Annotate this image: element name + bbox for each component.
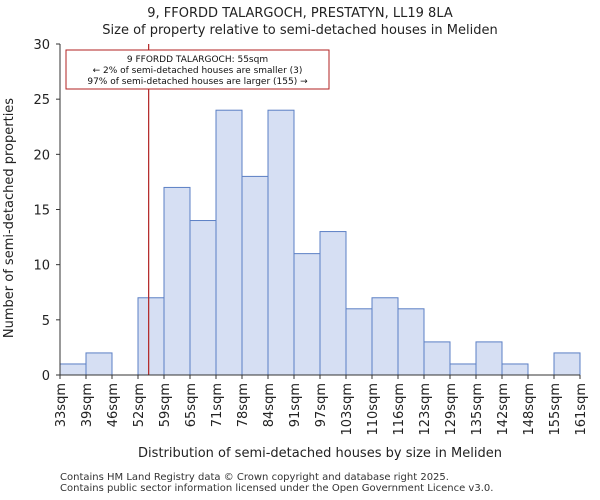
bar-142sqm [501, 363, 529, 376]
bar-103sqm [345, 308, 373, 376]
bar-91sqm [293, 253, 321, 376]
y-axis-label: Number of semi-detached properties [2, 98, 17, 338]
annotation-line-3: 97% of semi-detached houses are larger (… [87, 77, 308, 87]
x-tick-label: 110sqm [366, 383, 381, 436]
x-tick-label: 59sqm [158, 383, 173, 427]
x-tick-label: 123sqm [418, 383, 433, 436]
bars-group [59, 109, 581, 376]
chart-subtitle: Size of property relative to semi-detach… [102, 23, 497, 38]
y-tick-label: 10 [33, 259, 50, 274]
bar-65sqm [189, 220, 217, 376]
footer-attribution-1: Contains HM Land Registry data © Crown c… [60, 472, 449, 483]
bar-116sqm [397, 308, 425, 376]
x-tick-label: 161sqm [574, 383, 589, 436]
x-tick-label: 46sqm [106, 383, 121, 427]
y-tick-label: 20 [33, 148, 50, 163]
bar-135sqm [475, 341, 503, 376]
annotation-line-2: ← 2% of semi-detached houses are smaller… [93, 66, 303, 76]
y-tick-label: 0 [42, 369, 50, 384]
x-tick-label: 52sqm [132, 383, 147, 427]
footer-attribution-2: Contains public sector information licen… [60, 483, 494, 494]
y-tick-label: 5 [42, 314, 50, 329]
x-tick-label: 155sqm [548, 383, 563, 436]
x-tick-label: 33sqm [54, 383, 69, 427]
bar-155sqm [553, 352, 581, 376]
bar-39sqm [85, 352, 113, 376]
y-tick-label: 25 [33, 93, 50, 108]
x-tick-label: 148sqm [522, 383, 537, 436]
axes-group: 0 5 10 15 20 25 30 33sqm 39sqm 46sqm 52sqm 59sqm 65s… [33, 38, 589, 436]
x-tick-label: 135sqm [470, 383, 485, 436]
bar-97sqm [319, 231, 347, 376]
property-marker: 9 FFORDD TALARGOCH: 55sqm← 2% of semi-de… [65, 44, 330, 375]
x-tick-label: 78sqm [236, 383, 251, 427]
x-tick-label: 71sqm [210, 383, 225, 427]
x-tick-label: 65sqm [184, 383, 199, 427]
bar-71sqm [215, 109, 243, 376]
annotation-box [65, 49, 330, 90]
bar-52sqm [137, 297, 165, 376]
x-tick-label: 84sqm [262, 383, 277, 427]
chart-title: 9, FFORDD TALARGOCH, PRESTATYN, LL19 8LA [147, 6, 453, 21]
bar-110sqm [371, 297, 399, 376]
bar-33sqm [59, 363, 87, 376]
annotation-line-1: 9 FFORDD TALARGOCH: 55sqm [127, 55, 268, 65]
x-axis-label: Distribution of semi-detached houses by … [138, 446, 502, 461]
x-tick-label: 39sqm [80, 383, 95, 427]
x-tick-label: 129sqm [444, 383, 459, 436]
y-tick-label: 15 [33, 204, 50, 219]
bar-59sqm [163, 186, 191, 376]
x-tick-label: 103sqm [340, 383, 355, 436]
bar-78sqm [241, 175, 269, 376]
x-tick-label: 97sqm [314, 383, 329, 427]
x-tick-label: 116sqm [392, 383, 407, 436]
x-tick-label: 142sqm [496, 383, 511, 436]
bar-129sqm [449, 363, 477, 376]
bar-123sqm [423, 341, 451, 376]
x-tick-label: 91sqm [288, 383, 303, 427]
bar-84sqm [267, 109, 295, 376]
y-tick-label: 30 [33, 38, 50, 53]
